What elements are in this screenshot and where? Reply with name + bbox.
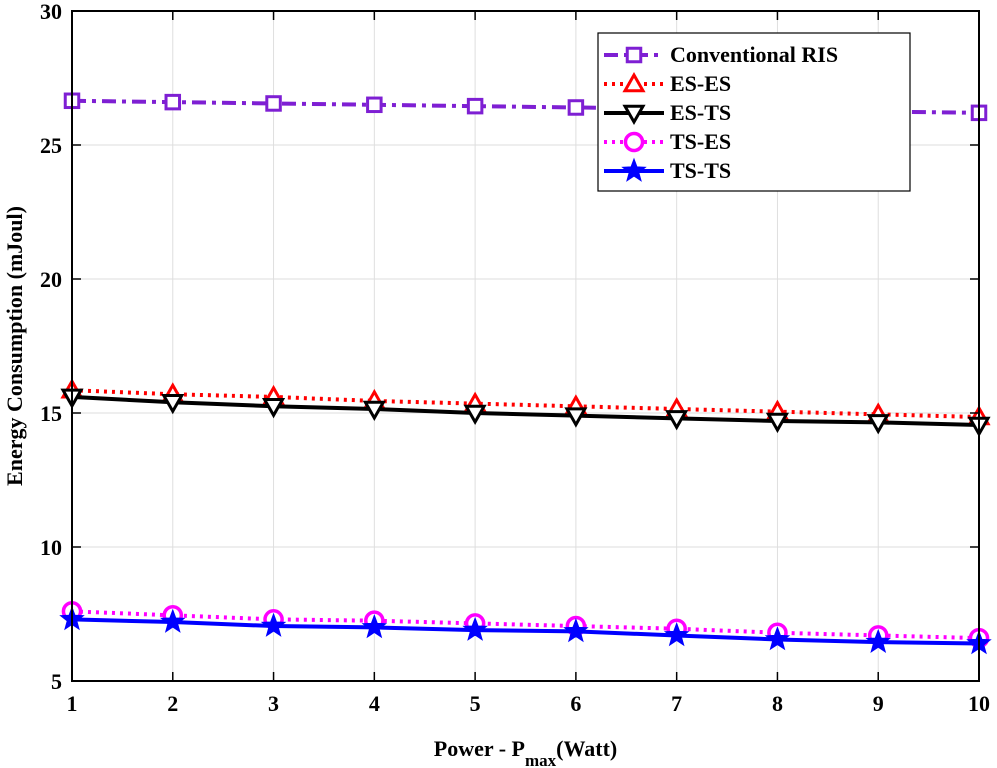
legend-label: Conventional RIS bbox=[670, 42, 838, 67]
legend-entry: TS-ES bbox=[604, 129, 731, 154]
legend-swatch-marker bbox=[621, 157, 647, 182]
legend: Conventional RIS ES-ES ES-TS TS-ES TS-TS bbox=[597, 32, 911, 192]
data-point bbox=[160, 608, 186, 633]
data-point bbox=[265, 95, 282, 112]
data-point bbox=[866, 414, 890, 435]
legend-entry: Conventional RIS bbox=[604, 42, 838, 67]
x-tick-label: 6 bbox=[570, 691, 581, 716]
x-tick-label: 7 bbox=[671, 691, 682, 716]
data-point bbox=[765, 412, 790, 434]
legend-label: TS-ES bbox=[670, 129, 731, 154]
data-point bbox=[764, 626, 791, 651]
data-point bbox=[361, 614, 388, 639]
x-tick-label: 9 bbox=[873, 691, 884, 716]
plot-area bbox=[71, 10, 980, 682]
legend-label: ES-TS bbox=[670, 100, 731, 125]
x-axis-label: Power - Pmax(Watt) bbox=[434, 736, 618, 768]
data-point bbox=[564, 407, 588, 428]
y-tick-label: 30 bbox=[40, 0, 62, 24]
legend-swatch-marker bbox=[622, 71, 646, 93]
x-tick-label: 1 bbox=[67, 691, 78, 716]
x-tick-label: 8 bbox=[772, 691, 783, 716]
x-axis-label-subscript: max bbox=[525, 751, 557, 768]
legend-swatch-marker bbox=[623, 131, 645, 153]
x-tick-label: 3 bbox=[268, 691, 279, 716]
legend-label: ES-ES bbox=[670, 71, 731, 96]
legend-swatch-marker bbox=[625, 46, 643, 64]
x-axis-label-main: Power - P bbox=[434, 736, 525, 761]
data-point bbox=[463, 404, 487, 426]
y-tick-label: 25 bbox=[40, 133, 62, 158]
x-tick-label: 5 bbox=[470, 691, 481, 716]
legend-entry: ES-ES bbox=[604, 71, 731, 96]
x-tick-label: 2 bbox=[167, 691, 178, 716]
series-line bbox=[71, 394, 980, 428]
x-tick-label: 10 bbox=[968, 691, 990, 716]
data-point bbox=[362, 400, 386, 422]
data-point bbox=[567, 99, 585, 116]
legend-entry: TS-TS bbox=[604, 157, 731, 183]
legend-label: TS-TS bbox=[670, 158, 731, 183]
data-point bbox=[665, 410, 689, 431]
y-axis-label: Energy Consumption (mJoul) bbox=[2, 206, 27, 486]
series-line bbox=[71, 617, 980, 646]
data-point bbox=[865, 628, 891, 653]
y-tick-label: 20 bbox=[40, 267, 62, 292]
x-axis-label-unit: (Watt) bbox=[556, 736, 617, 761]
data-point bbox=[260, 612, 287, 637]
y-tick-label: 5 bbox=[51, 669, 62, 694]
ticks: 1 2 3 4 5 6 7 8 9 10 5 10 15 20 25 30 bbox=[40, 0, 990, 716]
data-point bbox=[261, 398, 286, 419]
y-tick-label: 15 bbox=[40, 401, 62, 426]
data-point bbox=[462, 616, 488, 641]
data-point bbox=[164, 93, 182, 111]
x-tick-label: 4 bbox=[369, 691, 380, 716]
y-tick-label: 10 bbox=[40, 535, 62, 560]
legend-swatch-marker bbox=[622, 104, 646, 126]
data-point bbox=[563, 618, 589, 643]
data-point bbox=[366, 96, 383, 114]
legend-entry: ES-TS bbox=[604, 100, 731, 126]
data-point bbox=[663, 622, 690, 647]
data-point bbox=[161, 394, 185, 415]
data-point bbox=[466, 97, 484, 115]
